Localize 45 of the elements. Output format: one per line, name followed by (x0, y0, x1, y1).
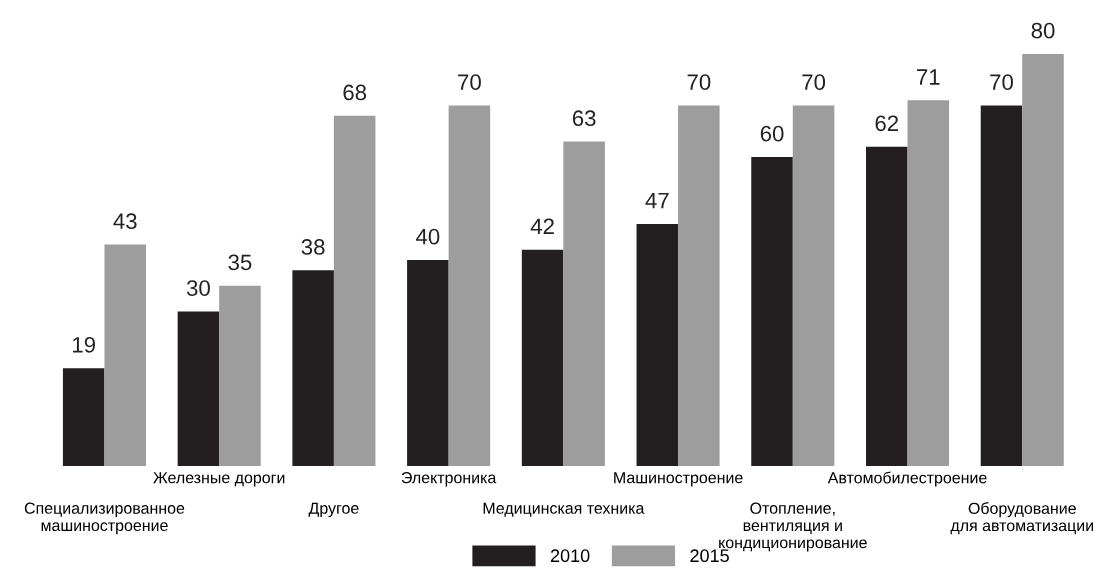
data-label: 38 (301, 239, 325, 255)
bar (792, 105, 835, 466)
data-label: 70 (458, 74, 481, 90)
bar (678, 105, 720, 466)
data-label: 71 (917, 69, 940, 85)
data-label: 60 (760, 125, 784, 142)
bar (407, 260, 449, 466)
bar (448, 105, 491, 466)
bar (292, 270, 334, 466)
data-label: 68 (343, 84, 367, 101)
x-tick-label: Автомобилестроение (827, 471, 987, 487)
bar (563, 141, 605, 466)
x-tick-label: Машиностроение (614, 472, 743, 487)
bar (333, 115, 376, 466)
data-label: 40 (416, 228, 440, 245)
data-label: 35 (228, 254, 252, 271)
x-tick-label: Специализированное машиностроение (24, 502, 185, 535)
bar (521, 249, 564, 466)
bar (1022, 54, 1064, 466)
bar (177, 311, 220, 466)
data-label: 30 (186, 280, 210, 296)
data-label: 43 (113, 213, 137, 230)
bar (104, 244, 146, 466)
data-label: 70 (990, 74, 1013, 90)
bar (636, 223, 679, 466)
x-tick-label: Электроника (401, 471, 497, 487)
data-label: 47 (645, 192, 669, 209)
bar (980, 105, 1023, 466)
data-label: 63 (572, 110, 596, 127)
data-label: 80 (1031, 22, 1055, 39)
data-label: 70 (687, 74, 711, 90)
data-label: 19 (73, 336, 95, 353)
data-label: 62 (875, 115, 899, 132)
bar (62, 368, 105, 466)
bar (866, 146, 908, 466)
data-label: 70 (802, 74, 826, 90)
bar (751, 157, 793, 466)
bar (219, 285, 261, 466)
x-tick-label: Оборудование для автоматизации (950, 502, 1093, 535)
x-tick-label: Железные дороги (153, 472, 285, 487)
x-tick-label: Медицинская техника (483, 502, 645, 517)
data-label: 42 (530, 218, 554, 234)
legend-label: 2010 (550, 549, 590, 563)
x-tick-label: Другое (308, 502, 359, 517)
bar (907, 100, 950, 466)
